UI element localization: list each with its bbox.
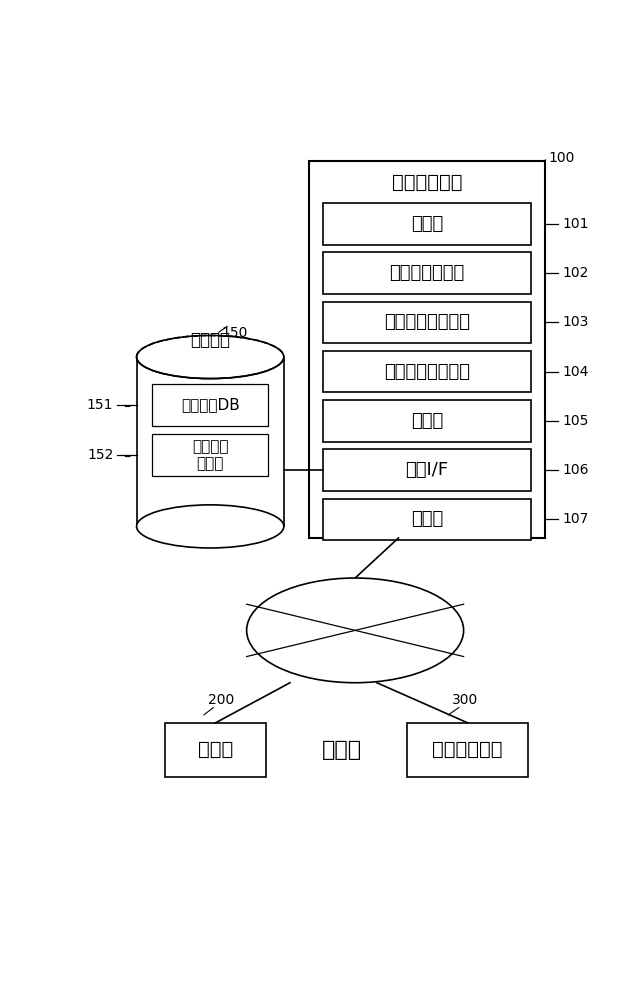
Bar [323, 203, 531, 245]
Text: 150: 150 [222, 326, 248, 340]
Ellipse shape [246, 578, 463, 682]
Text: 107: 107 [563, 513, 589, 527]
Bar [323, 450, 531, 491]
Text: 使用状況
データ: 使用状況 データ [192, 439, 228, 471]
Ellipse shape [136, 335, 284, 379]
Text: 複合機: 複合機 [198, 740, 233, 759]
Bar [323, 400, 531, 442]
Text: 入力部: 入力部 [411, 215, 443, 233]
Text: 101: 101 [563, 217, 589, 231]
Text: 記憶装置: 記憶装置 [190, 331, 230, 349]
Text: 152: 152 [87, 449, 113, 462]
Text: 通信I/F: 通信I/F [405, 461, 449, 479]
Text: 103: 103 [563, 316, 589, 329]
Text: 102: 102 [563, 266, 589, 280]
Text: 機器管理DB: 機器管理DB [181, 397, 239, 413]
Text: 200: 200 [208, 693, 234, 707]
Text: 151: 151 [87, 398, 113, 412]
Bar [323, 302, 531, 343]
Text: 共通データ取得部: 共通データ取得部 [384, 363, 470, 381]
Text: 300: 300 [452, 693, 478, 707]
Text: 105: 105 [563, 414, 589, 428]
Bar [408, 723, 527, 777]
Bar [152, 434, 268, 476]
Text: 提供データ算出部: 提供データ算出部 [384, 314, 470, 331]
Ellipse shape [136, 505, 284, 548]
Bar [152, 384, 268, 426]
Bar [323, 351, 531, 392]
Text: 機器管理装置: 機器管理装置 [392, 173, 462, 191]
Text: 100: 100 [549, 152, 575, 166]
Text: ・・・: ・・・ [321, 740, 362, 760]
Polygon shape [136, 335, 284, 357]
Bar [165, 723, 266, 777]
Bar [323, 252, 531, 294]
Text: 収集部: 収集部 [411, 412, 443, 430]
Bar [308, 161, 545, 538]
Text: 106: 106 [563, 463, 589, 477]
Text: 表示部: 表示部 [411, 511, 443, 528]
Text: プロジェクタ: プロジェクタ [432, 740, 503, 759]
Text: レポート生成部: レポート生成部 [389, 264, 465, 282]
Bar [323, 499, 531, 540]
Text: 104: 104 [563, 365, 589, 379]
